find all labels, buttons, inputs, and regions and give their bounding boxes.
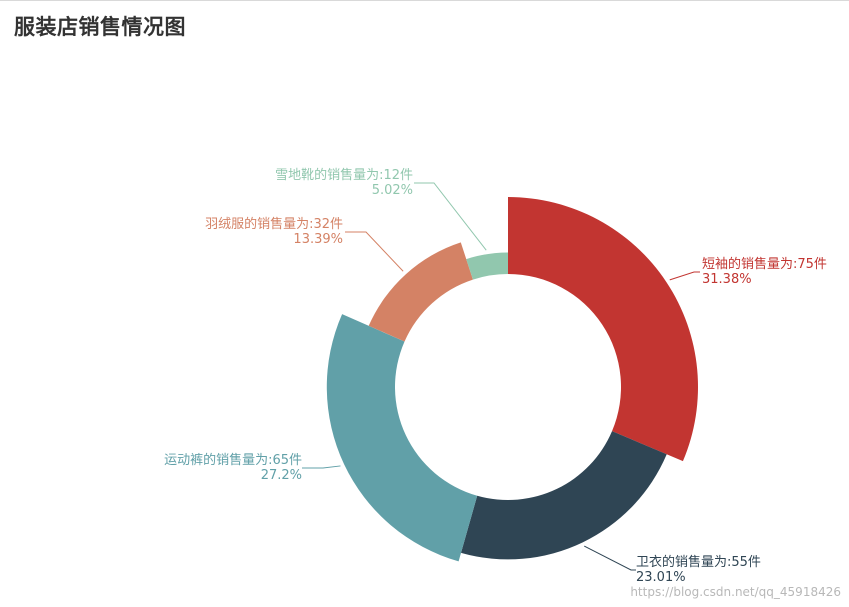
slice-雪地靴[interactable] [466, 252, 508, 280]
top-divider [0, 0, 849, 1]
leader-line-雪地靴 [414, 182, 487, 251]
slice-percent-运动裤: 27.2% [261, 468, 302, 483]
slice-label-卫衣: 卫衣的销售量为:55件 [636, 554, 761, 570]
slice-羽绒服[interactable] [368, 242, 473, 342]
slice-percent-短袖: 31.38% [702, 272, 752, 287]
slice-percent-雪地靴: 5.02% [372, 183, 413, 198]
slice-运动裤[interactable] [326, 314, 478, 562]
slice-卫衣[interactable] [461, 431, 667, 560]
slice-label-雪地靴: 雪地靴的销售量为:12件 [275, 167, 413, 183]
leader-line-运动裤 [302, 465, 341, 469]
slice-label-短袖: 短袖的销售量为:75件 [702, 256, 827, 272]
slice-短袖[interactable] [508, 197, 698, 462]
slice-percent-羽绒服: 13.39% [293, 232, 343, 247]
slice-label-羽绒服: 羽绒服的销售量为:32件 [205, 216, 343, 232]
watermark-url: https://blog.csdn.net/qq_45918426 [630, 585, 841, 599]
leader-line-短袖 [669, 271, 700, 281]
slice-label-运动裤: 运动裤的销售量为:65件 [164, 452, 302, 468]
leader-line-卫衣 [584, 545, 636, 571]
chart-title: 服装店销售情况图 [14, 15, 186, 39]
leader-line-羽绒服 [345, 231, 404, 272]
slice-percent-卫衣: 23.01% [636, 570, 686, 585]
